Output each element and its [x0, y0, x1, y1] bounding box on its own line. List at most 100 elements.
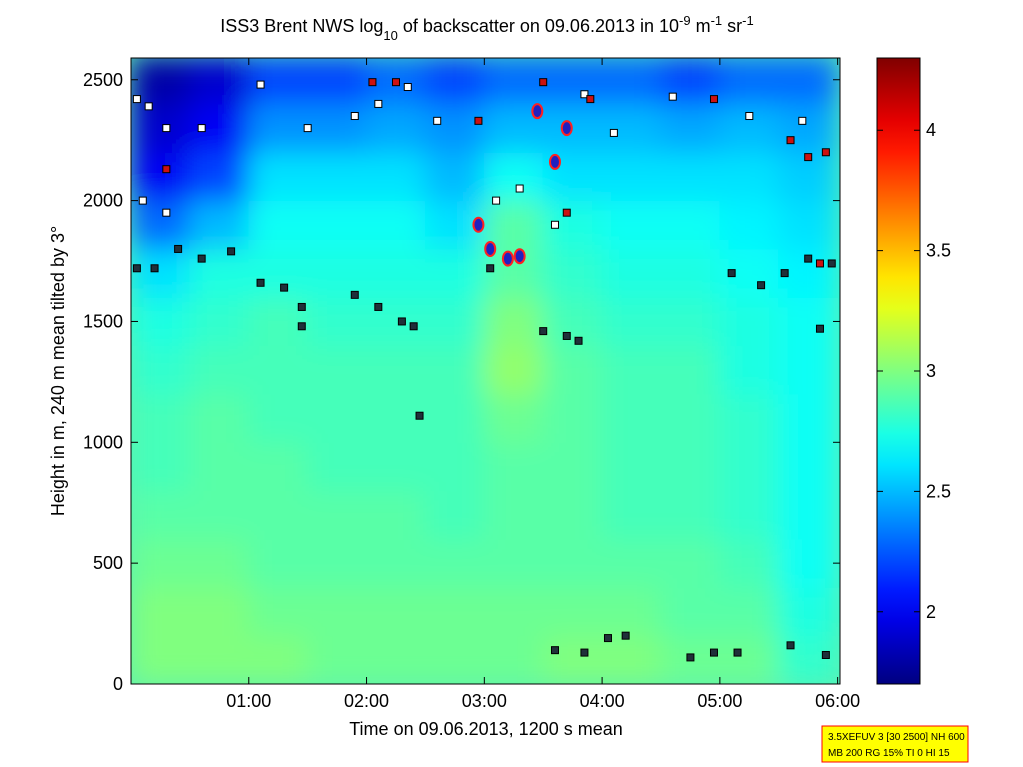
- heat-cell: [660, 248, 721, 298]
- heat-cell: [719, 200, 780, 250]
- marker: [821, 650, 830, 659]
- marker: [798, 116, 807, 125]
- detections: [132, 78, 836, 662]
- y-tick-label: 1000: [83, 432, 123, 452]
- heat-cell: [542, 345, 603, 395]
- heat-cell: [601, 58, 662, 105]
- heat-cell: [483, 538, 544, 588]
- marker: [474, 116, 483, 125]
- x-tick-label: 03:00: [462, 691, 507, 711]
- heat-cell: [601, 441, 662, 492]
- heat-cell: [366, 441, 426, 492]
- marker: [531, 103, 544, 120]
- colorbar-tick-label: 3.5: [926, 241, 951, 261]
- annotation: MB 200 RG 15% TI 0 HI 15: [828, 748, 950, 759]
- marker: [297, 322, 306, 331]
- heat-cell: [424, 586, 485, 637]
- heat-cell: [719, 393, 780, 443]
- marker: [280, 283, 289, 292]
- marker: [132, 95, 141, 104]
- marker: [162, 124, 171, 133]
- marker: [804, 153, 813, 162]
- heat-cell: [601, 296, 662, 347]
- heat-cell: [483, 586, 544, 637]
- marker: [548, 153, 561, 170]
- heat-cell: [424, 248, 485, 298]
- heat-cell: [424, 151, 485, 202]
- heat-cell: [307, 490, 368, 540]
- title-part: m: [691, 16, 711, 36]
- heat-cell: [131, 103, 191, 153]
- heat-cell: [131, 490, 191, 540]
- x-tick-label: 04:00: [580, 691, 625, 711]
- heat-cell: [248, 58, 309, 105]
- marker: [513, 248, 526, 265]
- heat-cell: [366, 490, 426, 540]
- marker: [804, 254, 813, 263]
- plot-frame: [130, 57, 841, 685]
- heat-cell: [601, 586, 662, 637]
- heat-cell: [189, 200, 250, 250]
- title-part: 10: [383, 28, 397, 43]
- heat-cell: [601, 345, 662, 395]
- heat-cell: [660, 103, 721, 153]
- heat-cell: [189, 345, 250, 395]
- heat-cell: [248, 103, 309, 153]
- heat-cell: [424, 635, 485, 684]
- marker: [609, 128, 618, 137]
- heat-cell: [601, 538, 662, 588]
- marker: [727, 269, 736, 278]
- heat-cell: [189, 538, 250, 588]
- marker: [350, 290, 359, 299]
- heat-cell: [189, 635, 250, 684]
- heat-cell: [719, 538, 780, 588]
- title-part: ISS3 Brent NWS log: [220, 16, 383, 36]
- colorbar-tick-label: 4: [926, 120, 936, 140]
- marker: [472, 216, 485, 233]
- heat-cell: [189, 586, 250, 637]
- heat-cell: [542, 393, 603, 443]
- heat-cell: [424, 345, 485, 395]
- heat-cell: [778, 441, 839, 492]
- marker: [150, 264, 159, 273]
- heat-cell: [660, 345, 721, 395]
- marker: [197, 124, 206, 133]
- heat-cell: [131, 248, 191, 298]
- heat-cell: [248, 345, 309, 395]
- heat-cell: [248, 490, 309, 540]
- heat-cell: [189, 441, 250, 492]
- heat-cell: [131, 58, 191, 105]
- y-axis-label: Height in m, 240 m mean tilted by 3°: [48, 226, 68, 516]
- heat-cell: [307, 586, 368, 637]
- heat-cell: [778, 586, 839, 637]
- heat-cell: [483, 393, 544, 443]
- heat-cell: [778, 538, 839, 588]
- heat-cell: [542, 586, 603, 637]
- marker: [403, 83, 412, 92]
- heat-cell: [131, 635, 191, 684]
- marker: [397, 317, 406, 326]
- marker: [580, 648, 589, 657]
- heat-cell: [601, 151, 662, 202]
- y-tick-label: 1500: [83, 311, 123, 331]
- heat-cell: [307, 200, 368, 250]
- marker: [780, 269, 789, 278]
- marker: [144, 102, 153, 111]
- heat-cell: [131, 200, 191, 250]
- colorbar-tick-label: 2: [926, 602, 936, 622]
- heat-cell: [307, 296, 368, 347]
- marker: [550, 646, 559, 655]
- heat-cell: [778, 490, 839, 540]
- y-tick-label: 500: [93, 553, 123, 573]
- heat-cell: [601, 248, 662, 298]
- heat-cell: [483, 635, 544, 684]
- heat-cell: [719, 635, 780, 684]
- heat-cell: [189, 490, 250, 540]
- heat-cell: [778, 58, 839, 105]
- heat-cell: [307, 393, 368, 443]
- title-part: -9: [679, 13, 691, 28]
- marker: [539, 327, 548, 336]
- title-part: sr: [722, 16, 742, 36]
- heat-cell: [189, 296, 250, 347]
- marker: [603, 634, 612, 643]
